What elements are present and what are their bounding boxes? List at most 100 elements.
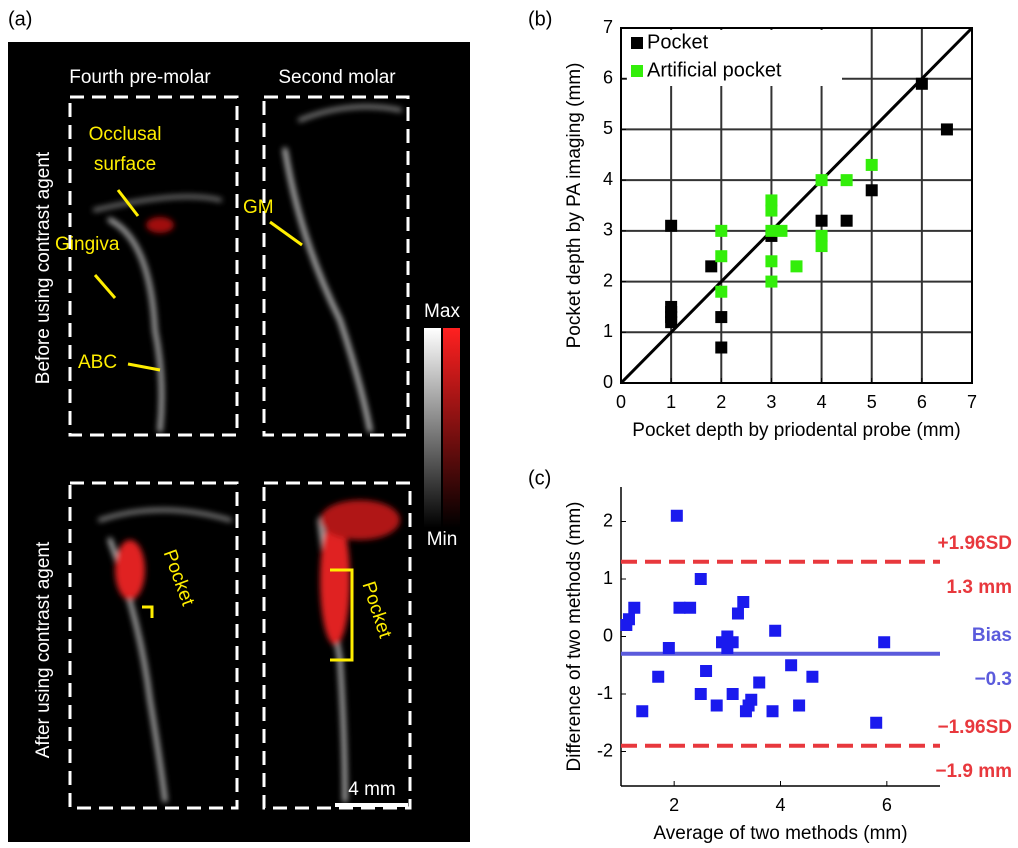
colorbar-gray — [424, 328, 441, 528]
x-tick-label: 4 — [817, 392, 827, 412]
point — [628, 602, 640, 614]
y-tick-label: -1 — [597, 683, 613, 703]
column-label: Second molar — [278, 67, 396, 88]
y-tick-label: 7 — [603, 17, 613, 37]
x-tick-label: 4 — [775, 795, 785, 815]
point — [870, 717, 882, 729]
x-tick-label: 3 — [766, 392, 776, 412]
point — [878, 636, 890, 648]
reference-value: −1.9 mm — [935, 761, 1012, 782]
column-label: Fourth pre-molar — [69, 67, 211, 88]
reference-value: −0.3 — [974, 669, 1012, 690]
legend-swatch — [631, 37, 643, 49]
y-tick-label: 1 — [603, 321, 613, 341]
x-tick-label: 2 — [716, 392, 726, 412]
point — [866, 159, 878, 171]
panel-label: (a) — [8, 8, 32, 30]
y-axis-label: Pocket depth by PA imaging (mm) — [564, 63, 585, 349]
point — [636, 705, 648, 717]
legend-swatch — [631, 65, 643, 77]
point — [916, 78, 928, 90]
x-tick-label: 6 — [917, 392, 927, 412]
y-axis-label: Difference of two methods (mm) — [564, 502, 585, 772]
annotation: Occlusal — [89, 124, 162, 145]
point — [745, 694, 757, 706]
row-label: After using contrast agent — [33, 541, 54, 758]
panel-a: (a) Fourth pre-molar Second molar Before… — [8, 8, 470, 842]
point — [737, 596, 749, 608]
colorbar-min: Min — [427, 529, 458, 550]
point — [715, 286, 727, 298]
image-background — [8, 42, 470, 842]
x-tick-label: 2 — [669, 795, 679, 815]
point — [684, 602, 696, 614]
point — [765, 205, 777, 217]
row-label: Before using contrast agent — [33, 151, 54, 384]
y-tick-label: 0 — [603, 372, 613, 392]
scale-bar-label: 4 mm — [348, 779, 396, 800]
point — [732, 608, 744, 620]
x-tick-label: 1 — [666, 392, 676, 412]
point — [652, 671, 664, 683]
point — [665, 316, 677, 328]
x-axis-label: Average of two methods (mm) — [653, 823, 907, 844]
annotation: ABC — [78, 352, 117, 373]
panel-label: (b) — [528, 8, 552, 30]
point — [623, 613, 635, 625]
point — [663, 642, 675, 654]
point — [793, 700, 805, 712]
y-tick-label: 0 — [603, 625, 613, 645]
colorbar-red — [443, 328, 460, 528]
point — [671, 510, 683, 522]
point — [816, 174, 828, 186]
point — [765, 276, 777, 288]
point — [767, 705, 779, 717]
y-tick-label: 5 — [603, 118, 613, 138]
point — [715, 311, 727, 323]
point — [941, 123, 953, 135]
annotation: GM — [243, 197, 274, 218]
point — [673, 602, 685, 614]
point — [715, 225, 727, 237]
reference-name: Bias — [972, 625, 1012, 646]
point — [700, 665, 712, 677]
x-tick-label: 0 — [616, 392, 626, 412]
point — [866, 184, 878, 196]
y-tick-label: 2 — [603, 270, 613, 290]
point — [715, 342, 727, 354]
y-tick-label: 6 — [603, 67, 613, 87]
point — [841, 174, 853, 186]
point — [769, 625, 781, 637]
colorbar-max: Max — [424, 301, 460, 322]
y-tick-label: 1 — [603, 568, 613, 588]
x-axis-label: Pocket depth by priodental probe (mm) — [632, 420, 960, 441]
y-tick-label: 2 — [603, 510, 613, 530]
panel-label: (c) — [528, 467, 551, 489]
y-tick-label: -2 — [597, 740, 613, 760]
y-tick-label: 4 — [603, 169, 613, 189]
legend-label: Pocket — [647, 31, 709, 53]
point — [727, 688, 739, 700]
point — [727, 636, 739, 648]
annotation: surface — [94, 154, 156, 175]
reference-name: −1.96SD — [938, 717, 1012, 738]
x-tick-label: 5 — [867, 392, 877, 412]
point — [775, 225, 787, 237]
point — [715, 250, 727, 262]
point — [816, 215, 828, 227]
point — [665, 220, 677, 232]
point — [695, 573, 707, 585]
reference-value: 1.3 mm — [947, 577, 1012, 598]
legend-label: Artificial pocket — [647, 59, 782, 81]
point — [791, 260, 803, 272]
x-tick-label: 6 — [882, 795, 892, 815]
point — [816, 240, 828, 252]
x-tick-label: 7 — [967, 392, 977, 412]
point — [806, 671, 818, 683]
annotation: Gingiva — [55, 234, 120, 255]
point — [711, 700, 723, 712]
point — [785, 659, 797, 671]
point — [753, 677, 765, 689]
point — [695, 688, 707, 700]
y-tick-label: 3 — [603, 220, 613, 240]
